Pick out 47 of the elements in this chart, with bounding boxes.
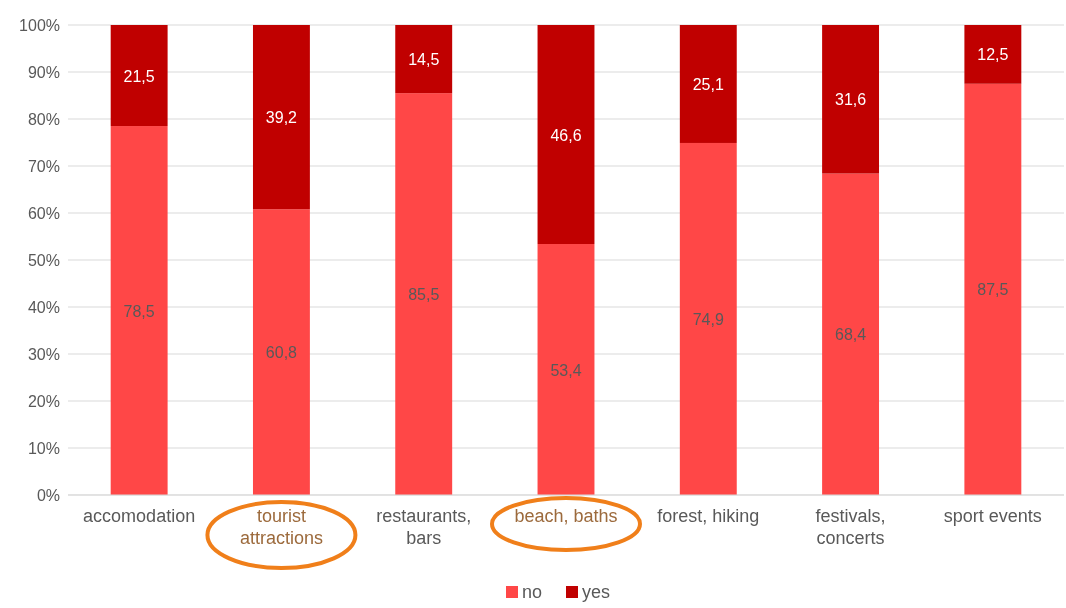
data-label: 87,5 [977,281,1009,299]
data-label: 85,5 [408,286,440,304]
x-tick-label: tourist attractions [239,506,323,548]
legend-label: no [522,582,543,602]
bar [395,93,453,495]
bar [110,126,168,495]
bar [110,25,168,127]
bar [252,25,310,210]
data-label: 12,5 [977,46,1009,64]
y-tick-label: 70% [27,158,60,175]
data-label: 14,5 [408,51,440,69]
bar [822,173,880,495]
bar [395,25,453,94]
x-tick-label: forest, hiking [657,506,760,526]
x-tick-label: sport events [943,506,1042,526]
bar [964,83,1022,495]
y-tick-label: 50% [27,252,60,269]
y-tick-label: 20% [27,393,60,410]
data-label: 31,6 [835,91,867,109]
x-tick-label: restaurants, bars [376,506,472,548]
data-label: 53,4 [550,361,582,379]
x-tick-label: festivals, concerts [815,506,886,548]
y-tick-label: 10% [27,440,60,457]
y-tick-label: 80% [27,111,60,128]
data-label: 25,1 [692,75,724,93]
bar [964,25,1022,84]
y-tick-label: 60% [27,205,60,222]
y-tick-label: 100% [19,17,60,34]
data-label: 21,5 [123,67,155,85]
data-label: 78,5 [123,302,155,320]
bar [252,209,310,495]
bar [679,25,737,143]
y-tick-label: 90% [27,64,60,81]
bar [679,142,737,495]
bar [822,25,880,174]
x-tick-label: accomodation [83,506,196,526]
y-tick-label: 0% [36,487,60,504]
data-label: 46,6 [550,126,582,144]
bar [537,25,595,245]
data-label: 39,2 [265,109,298,127]
data-label: 74,9 [692,310,724,328]
y-tick-label: 30% [27,346,60,363]
y-tick-label: 40% [27,299,60,316]
data-label: 68,4 [835,326,867,344]
data-label: 60,8 [265,344,298,362]
legend-label: yes [582,582,611,602]
x-tick-label: beach, baths [514,506,618,526]
